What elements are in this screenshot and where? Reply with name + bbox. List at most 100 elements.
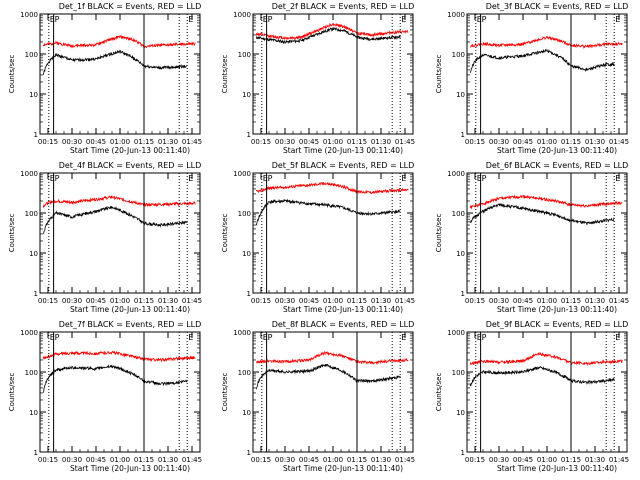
detector-panel-9: Det_9f BLACK = Events, RED = LLD 1 10 100 10… — [435, 320, 629, 473]
event-marker-label: E — [401, 333, 406, 342]
x-tick-label: 00:15 — [465, 456, 485, 464]
event-marker-label: P — [55, 15, 60, 24]
x-tick-label: 01:15 — [134, 456, 154, 464]
y-tick-label: 1 — [247, 290, 251, 298]
x-tick-label: 00:30 — [275, 297, 295, 305]
plot-frame — [39, 172, 201, 294]
x-tick-label: 01:30 — [158, 297, 178, 305]
event-marker-label: P — [268, 15, 273, 24]
plot-frame — [466, 172, 628, 294]
x-tick-label: 00:15 — [251, 138, 271, 146]
x-axis-label: Start Time (20-Jun-13 00:11:40) — [70, 146, 190, 155]
event-marker-label: P — [482, 15, 487, 24]
event-marker-label: P — [55, 174, 60, 183]
plot-frame — [39, 331, 201, 453]
events-series-line — [470, 202, 615, 225]
event-marker-label: P — [482, 333, 487, 342]
x-tick-label: 00:45 — [86, 456, 106, 464]
panel-title: Det_9f BLACK = Events, RED = LLD — [486, 320, 629, 329]
x-tick-label: 01:00 — [110, 297, 130, 305]
event-marker-label: E — [188, 333, 193, 342]
event-marker-label: E — [615, 174, 620, 183]
y-axis-label: Counts/sec — [435, 373, 443, 412]
lld-series-line — [469, 194, 623, 210]
y-axis-label: Counts/sec — [221, 55, 229, 94]
x-tick-label: 01:15 — [347, 297, 367, 305]
event-marker-label: E — [615, 333, 620, 342]
y-tick-label: 10 — [242, 91, 251, 99]
lld-series-line — [470, 35, 623, 49]
x-tick-label: 01:30 — [158, 138, 178, 146]
panel-title: Det_2f BLACK = Events, RED = LLD — [272, 2, 415, 11]
event-marker-label: E — [401, 174, 406, 183]
y-axis-label: Counts/sec — [435, 214, 443, 253]
detector-panel-2: Det_2f BLACK = Events, RED = LLD 1 10 100 10… — [221, 2, 415, 155]
panel-title: Det_1f BLACK = Events, RED = LLD — [59, 2, 202, 11]
x-tick-label: 01:00 — [537, 297, 557, 305]
x-tick-label: 01:00 — [323, 456, 343, 464]
events-series-line — [469, 48, 615, 74]
x-tick-label: 01:30 — [371, 456, 391, 464]
y-tick-label: 1000 — [233, 11, 251, 19]
x-tick-label: 01:45 — [609, 138, 629, 146]
event-marker-label: P — [482, 174, 487, 183]
y-tick-label: 10 — [29, 409, 38, 417]
y-axis-label: Counts/sec — [8, 373, 16, 412]
x-tick-label: 01:15 — [561, 138, 581, 146]
panel-title: Det_3f BLACK = Events, RED = LLD — [486, 2, 629, 11]
x-tick-label: 00:15 — [465, 297, 485, 305]
x-tick-label: 01:45 — [182, 456, 202, 464]
x-tick-label: 00:45 — [513, 297, 533, 305]
x-tick-label: 00:45 — [86, 138, 106, 146]
x-tick-label: 01:45 — [182, 297, 202, 305]
x-tick-label: 01:00 — [537, 138, 557, 146]
y-tick-label: 10 — [456, 250, 465, 258]
x-tick-label: 01:45 — [609, 297, 629, 305]
y-tick-label: 1 — [34, 449, 38, 457]
x-tick-label: 00:45 — [86, 297, 106, 305]
panel-title: Det_8f BLACK = Events, RED = LLD — [272, 320, 415, 329]
y-tick-label: 100 — [452, 369, 465, 377]
y-tick-label: 100 — [238, 51, 251, 59]
y-tick-label: 1 — [461, 449, 465, 457]
event-marker-label: E — [401, 15, 406, 24]
lld-series-line — [469, 352, 623, 367]
y-tick-label: 1000 — [447, 11, 465, 19]
lld-series-line — [255, 181, 409, 195]
y-tick-label: 10 — [456, 91, 465, 99]
y-tick-label: 100 — [452, 51, 465, 59]
x-tick-label: 01:00 — [323, 297, 343, 305]
y-axis-label: Counts/sec — [435, 55, 443, 94]
x-tick-label: 00:15 — [38, 297, 58, 305]
x-tick-label: 00:15 — [465, 138, 485, 146]
x-tick-label: 00:30 — [62, 138, 82, 146]
y-axis-label: Counts/sec — [8, 214, 16, 253]
panel-title: Det_5f BLACK = Events, RED = LLD — [272, 161, 415, 170]
y-tick-label: 1000 — [447, 329, 465, 337]
x-tick-label: 00:30 — [275, 456, 295, 464]
y-tick-label: 1 — [247, 131, 251, 139]
y-tick-label: 1 — [461, 290, 465, 298]
detector-panel-6: Det_6f BLACK = Events, RED = LLD 1 10 100 10… — [435, 161, 629, 314]
x-tick-label: 01:00 — [323, 138, 343, 146]
events-series-line — [43, 205, 188, 234]
event-marker-label: P — [268, 174, 273, 183]
y-tick-label: 100 — [238, 369, 251, 377]
x-tick-label: 01:45 — [182, 138, 202, 146]
event-marker-label: P — [268, 333, 273, 342]
y-tick-label: 1 — [34, 290, 38, 298]
x-tick-label: 00:30 — [62, 297, 82, 305]
x-tick-label: 00:45 — [299, 297, 319, 305]
y-tick-label: 100 — [25, 51, 38, 59]
plot-frame — [39, 13, 201, 135]
detector-panel-5: Det_5f BLACK = Events, RED = LLD 1 10 100 10… — [221, 161, 415, 314]
x-axis-label: Start Time (20-Jun-13 00:11:40) — [283, 464, 403, 473]
y-tick-label: 1 — [247, 449, 251, 457]
x-axis-label: Start Time (20-Jun-13 00:11:40) — [70, 464, 190, 473]
lld-series-line — [42, 350, 196, 363]
events-series-line — [43, 364, 188, 393]
x-tick-label: 01:15 — [347, 456, 367, 464]
panel-title: Det_7f BLACK = Events, RED = LLD — [59, 320, 202, 329]
y-tick-label: 100 — [25, 210, 38, 218]
